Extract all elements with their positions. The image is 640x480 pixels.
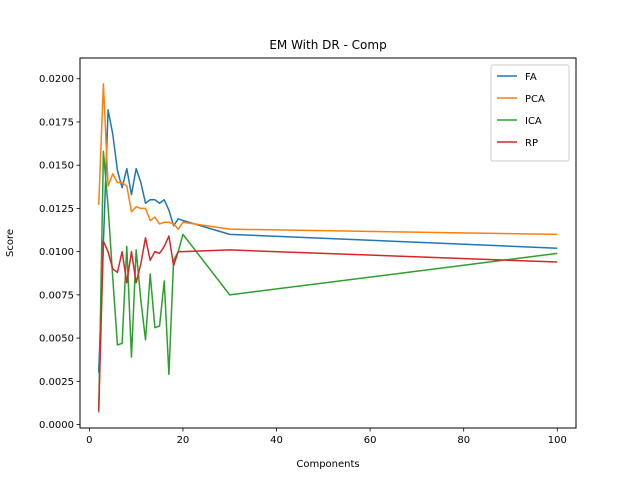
series-layer (97, 83, 558, 413)
legend-label-pca: PCA (525, 94, 545, 105)
x-tick-label: 0 (86, 435, 92, 446)
legend-label-fa: FA (525, 72, 537, 83)
legend-label-rp: RP (525, 138, 538, 149)
x-axis: 0 20 40 60 80 100 (86, 428, 567, 446)
chart-title: EM With DR - Comp (269, 38, 386, 52)
legend-box (490, 64, 570, 162)
series-line-fa (97, 109, 558, 373)
x-tick-label: 40 (270, 435, 283, 446)
y-tick-label: 0.0175 (39, 117, 74, 128)
legend: FA PCA ICA RP (490, 64, 570, 162)
x-tick-label: 20 (177, 435, 190, 446)
y-tick-label: 0.0025 (39, 377, 74, 388)
x-tick-label: 60 (364, 435, 377, 446)
x-axis-label: Components (296, 459, 359, 470)
legend-label-ica: ICA (525, 116, 542, 127)
x-tick-label: 80 (457, 435, 470, 446)
y-tick-label: 0.0075 (39, 290, 74, 301)
x-tick-label: 100 (548, 435, 567, 446)
y-tick-label: 0.0150 (39, 161, 74, 172)
y-tick-label: 0.0050 (39, 334, 74, 345)
y-axis: 0.0000 0.0025 0.0050 0.0075 0.0100 0.0125 0.01… (39, 74, 80, 431)
y-axis-label: Score (5, 229, 16, 257)
plot-frame (79, 57, 577, 429)
y-tick-label: 0.0200 (39, 74, 74, 85)
series-line-pca (97, 83, 558, 236)
series-line-rp (97, 235, 558, 411)
y-tick-label: 0.0100 (39, 247, 74, 258)
y-tick-label: 0.0125 (39, 204, 74, 215)
y-tick-label: 0.0000 (39, 420, 74, 431)
